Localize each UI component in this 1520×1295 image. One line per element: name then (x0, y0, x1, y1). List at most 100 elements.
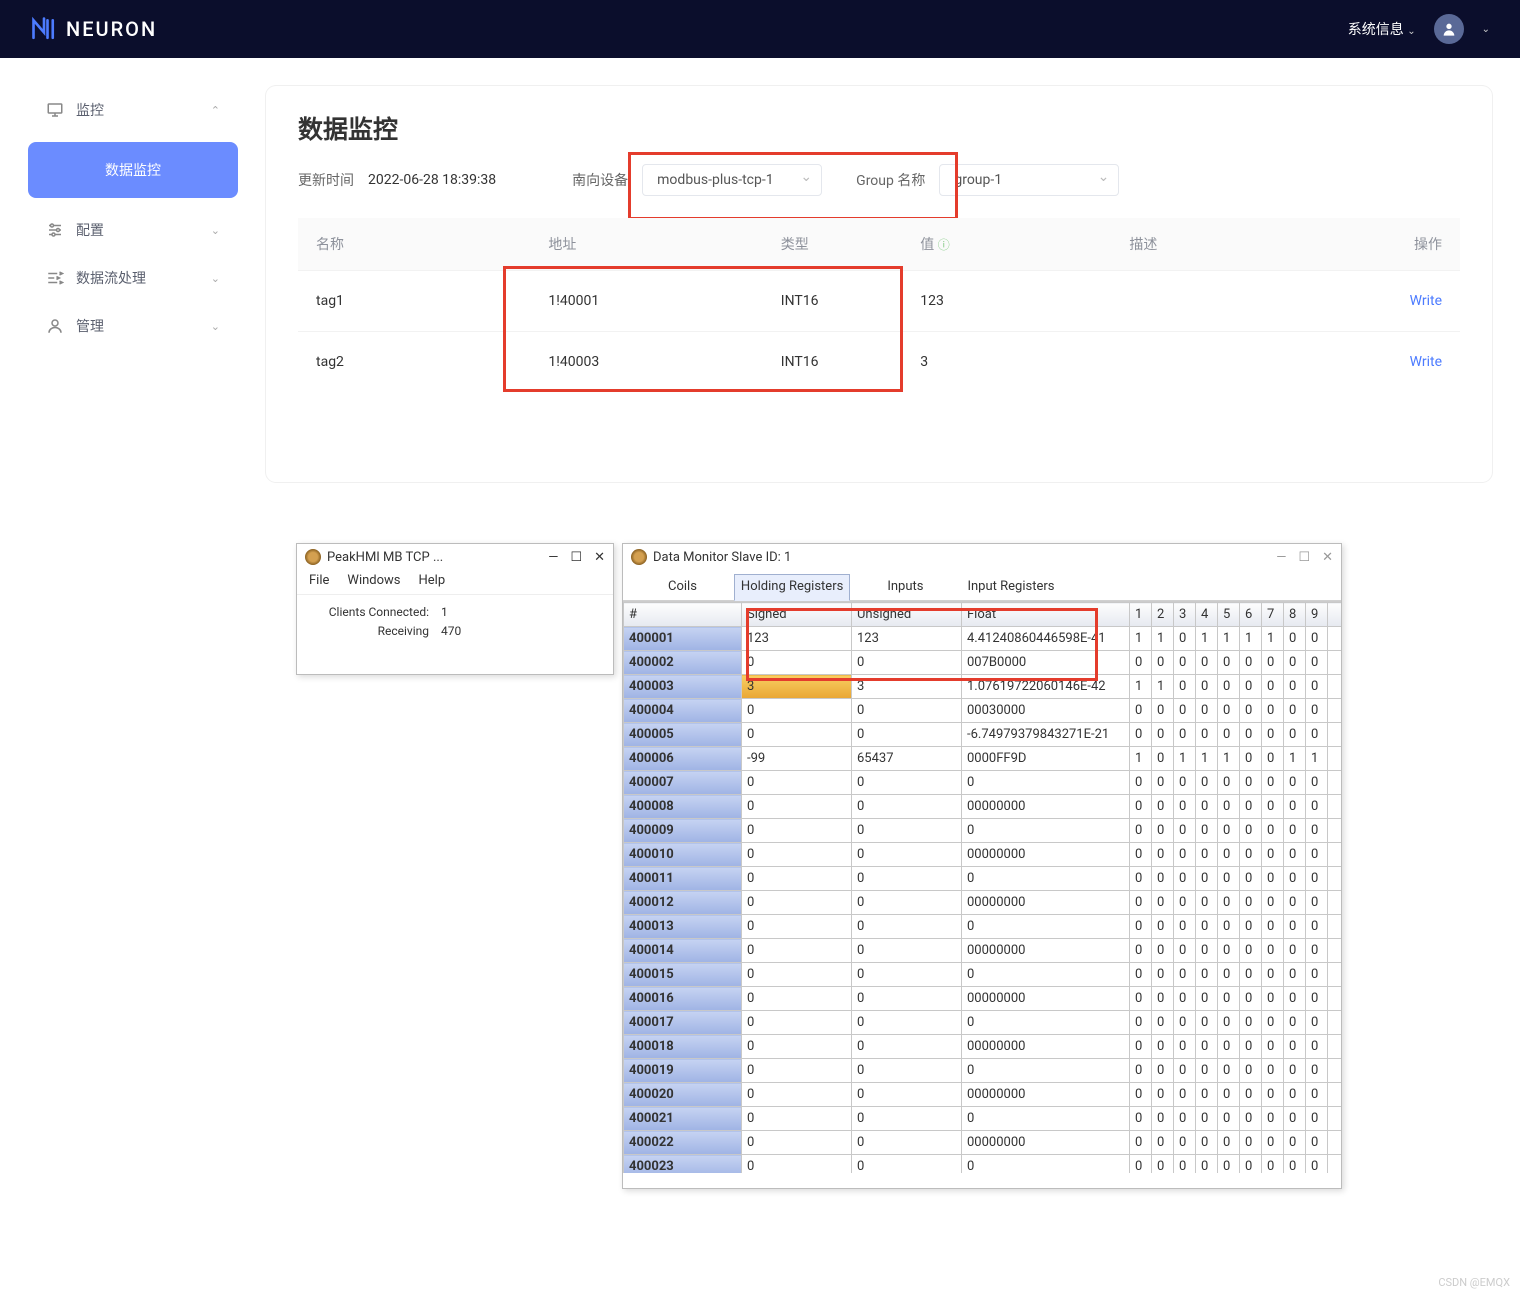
write-link[interactable]: Write (1410, 354, 1442, 370)
grid-cell[interactable]: 0 (742, 723, 852, 747)
grid-cell[interactable]: 0 (1196, 915, 1218, 939)
grid-cell[interactable]: 0 (742, 1155, 852, 1174)
grid-cell[interactable]: 0 (1284, 867, 1306, 891)
grid-cell[interactable]: 0 (742, 843, 852, 867)
grid-cell[interactable]: 0 (1262, 747, 1284, 771)
grid-cell[interactable]: 0 (1174, 963, 1196, 987)
grid-cell[interactable]: 0 (1218, 843, 1240, 867)
grid-cell[interactable]: 0 (852, 987, 962, 1011)
grid-cell[interactable]: 0 (1196, 987, 1218, 1011)
row-header[interactable]: 400007 (624, 771, 742, 795)
grid-cell[interactable]: 0 (1218, 867, 1240, 891)
group-select[interactable]: group-1 (939, 164, 1119, 196)
grid-cell[interactable]: 0 (1218, 1011, 1240, 1035)
grid-cell[interactable]: 0 (1262, 795, 1284, 819)
maximize-button[interactable]: ☐ (1298, 550, 1310, 565)
grid-cell[interactable]: 0 (1240, 891, 1262, 915)
grid-cell[interactable]: 00000000 (962, 1083, 1130, 1107)
grid-cell[interactable]: 0 (1284, 891, 1306, 915)
grid-cell[interactable]: 0 (1218, 1155, 1240, 1174)
grid-cell[interactable]: 0 (1306, 1107, 1328, 1131)
grid-cell[interactable]: 0 (1152, 795, 1174, 819)
grid-cell[interactable]: 0 (852, 867, 962, 891)
grid-cell[interactable]: 0 (1284, 675, 1306, 699)
grid-cell[interactable]: 0 (1174, 771, 1196, 795)
grid-cell[interactable]: 0 (1196, 1011, 1218, 1035)
row-header[interactable]: 400018 (624, 1035, 742, 1059)
write-link[interactable]: Write (1410, 293, 1442, 309)
grid-cell[interactable]: 0 (1152, 1083, 1174, 1107)
grid-cell[interactable]: 0 (852, 771, 962, 795)
grid-cell[interactable]: 0 (1196, 723, 1218, 747)
grid-cell[interactable]: 0 (1284, 963, 1306, 987)
grid-cell[interactable]: 0 (1262, 651, 1284, 675)
grid-cell[interactable]: 0 (1240, 747, 1262, 771)
grid-cell[interactable]: 0 (1306, 795, 1328, 819)
grid-cell[interactable]: 0 (1130, 867, 1152, 891)
grid-cell[interactable]: 0 (1130, 915, 1152, 939)
grid-cell[interactable]: 0 (1284, 723, 1306, 747)
grid-cell[interactable]: 0 (1284, 1011, 1306, 1035)
grid-cell[interactable]: 0 (1196, 1035, 1218, 1059)
grid-cell[interactable]: 0 (1240, 1035, 1262, 1059)
grid-cell[interactable]: 0 (1218, 963, 1240, 987)
grid-cell[interactable]: 0 (852, 1107, 962, 1131)
grid-cell[interactable]: 0 (1306, 939, 1328, 963)
grid-cell[interactable]: 00000000 (962, 939, 1130, 963)
grid-cell[interactable]: 0 (1284, 627, 1306, 651)
row-header[interactable]: 400019 (624, 1059, 742, 1083)
grid-cell[interactable]: 3 (852, 675, 962, 699)
sidebar-item-stream[interactable]: 数据流处理 ⌄ (28, 254, 238, 302)
row-header[interactable]: 400004 (624, 699, 742, 723)
grid-cell[interactable]: 0 (1218, 1083, 1240, 1107)
grid-cell[interactable]: 0 (1240, 723, 1262, 747)
grid-cell[interactable]: 0 (1240, 1059, 1262, 1083)
grid-cell[interactable]: 0 (742, 1059, 852, 1083)
grid-cell[interactable]: 1.07619722060146E-42 (962, 675, 1130, 699)
grid-cell[interactable]: 0 (962, 915, 1130, 939)
grid-cell[interactable]: 0 (1262, 1059, 1284, 1083)
grid-cell[interactable]: 0 (1284, 1035, 1306, 1059)
grid-cell[interactable]: 0 (1130, 843, 1152, 867)
grid-cell[interactable]: 0 (1284, 795, 1306, 819)
grid-cell[interactable]: 0 (742, 1131, 852, 1155)
grid-cell[interactable]: 0 (1152, 939, 1174, 963)
sysinfo-menu[interactable]: 系统信息 ⌄ (1348, 19, 1416, 39)
grid-cell[interactable]: -99 (742, 747, 852, 771)
grid-cell[interactable]: 0 (1196, 1131, 1218, 1155)
grid-cell[interactable]: 0 (1152, 1035, 1174, 1059)
row-header[interactable]: 400021 (624, 1107, 742, 1131)
grid-cell[interactable]: 1 (1262, 627, 1284, 651)
sidebar-item-data-monitor[interactable]: 数据监控 (28, 142, 238, 198)
grid-cell[interactable]: 0 (1218, 987, 1240, 1011)
grid-cell[interactable]: 0 (1196, 651, 1218, 675)
grid-cell[interactable]: 0 (742, 1035, 852, 1059)
grid-cell[interactable]: 0 (1152, 1011, 1174, 1035)
row-header[interactable]: 400006 (624, 747, 742, 771)
grid-cell[interactable]: 0 (1218, 939, 1240, 963)
grid-cell[interactable]: 0 (1174, 723, 1196, 747)
grid-cell[interactable]: 0 (1196, 1059, 1218, 1083)
grid-cell[interactable]: 0 (1218, 771, 1240, 795)
tab-input-registers[interactable]: Input Registers (960, 574, 1061, 600)
grid-cell[interactable]: 0 (852, 1035, 962, 1059)
grid-cell[interactable]: 0 (1130, 1107, 1152, 1131)
grid-cell[interactable]: 0 (1152, 699, 1174, 723)
grid-cell[interactable]: 0 (1152, 651, 1174, 675)
grid-cell[interactable]: 0 (1130, 939, 1152, 963)
grid-cell[interactable]: 0 (1284, 699, 1306, 723)
grid-cell[interactable]: 0 (1196, 1107, 1218, 1131)
grid-cell[interactable]: 1 (1174, 747, 1196, 771)
grid-cell[interactable]: 0 (1262, 1155, 1284, 1174)
grid-cell[interactable]: 0 (1306, 699, 1328, 723)
grid-cell[interactable]: 0 (962, 1059, 1130, 1083)
menu-help[interactable]: Help (419, 573, 446, 588)
grid-cell[interactable]: 0 (1174, 819, 1196, 843)
grid-cell[interactable]: 0 (852, 699, 962, 723)
grid-cell[interactable]: 0 (852, 1155, 962, 1174)
grid-cell[interactable]: 0 (1218, 699, 1240, 723)
grid-cell[interactable]: 0 (1284, 1131, 1306, 1155)
grid-cell[interactable]: 0 (1306, 1059, 1328, 1083)
grid-cell[interactable]: 0 (1306, 1011, 1328, 1035)
grid-cell[interactable]: 1 (1130, 747, 1152, 771)
